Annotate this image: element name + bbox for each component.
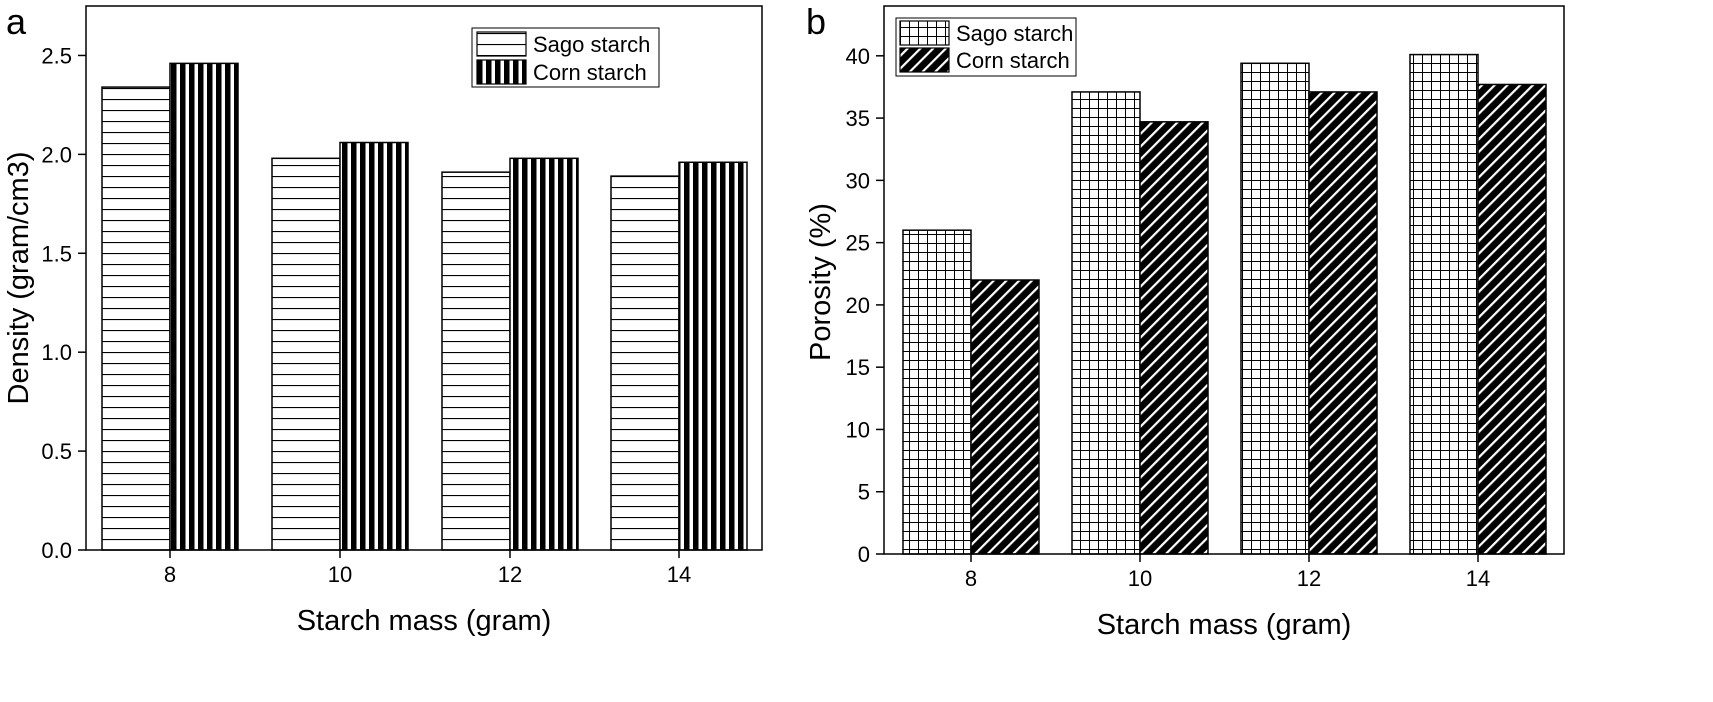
- bar-sago-starch-10: [1071, 91, 1141, 555]
- bar-sago-starch-14: [1409, 53, 1479, 555]
- bar-sago-starch-8: [101, 86, 171, 551]
- legend-swatch-corn-starch: [899, 47, 950, 73]
- bar-sago-starch-14: [610, 175, 680, 551]
- bar-sago-starch-10: [271, 157, 341, 551]
- x-axis-title: Starch mass (gram): [1097, 609, 1352, 641]
- bar-corn-starch-10: [339, 141, 409, 551]
- y-tick-label: 0.5: [41, 439, 72, 464]
- legend-label-corn-starch: Corn starch: [956, 48, 1070, 73]
- legend: Sago starch Corn starch: [895, 17, 1077, 77]
- panel-a-letter: a: [6, 1, 27, 42]
- bar-corn-starch-12: [1308, 91, 1378, 555]
- panel-a: a 0.0 0.5 1.0 1.5 2.0 2.5 8 10 12 14 Density (gr…: [3, 1, 763, 637]
- legend-swatch-sago-starch: [476, 31, 527, 57]
- x-tick-label: 10: [1128, 566, 1152, 591]
- y-tick-label: 30: [846, 168, 870, 193]
- y-tick-label: 0.0: [41, 538, 72, 563]
- y-tick-label: 25: [846, 231, 870, 256]
- bar-corn-starch-14: [678, 161, 748, 551]
- legend-label-sago-starch: Sago starch: [956, 21, 1073, 46]
- bar-sago-starch-8: [902, 229, 972, 555]
- bar-sago-starch-12: [1240, 62, 1310, 555]
- bar-group: [902, 53, 1547, 555]
- y-axis-title: Density (gram/cm3): [3, 152, 35, 405]
- legend-swatch-corn-starch: [476, 59, 527, 85]
- y-tick-label: 2.0: [41, 142, 72, 167]
- legend-swatch-sago-starch: [899, 20, 950, 46]
- x-tick-label: 12: [498, 562, 522, 587]
- bar-group: [101, 62, 748, 551]
- x-axis-title: Starch mass (gram): [297, 605, 552, 637]
- y-axis-title: Porosity (%): [805, 203, 837, 361]
- x-tick-label: 12: [1297, 566, 1321, 591]
- x-tick-label: 14: [1466, 566, 1490, 591]
- legend-label-sago-starch: Sago starch: [533, 32, 650, 57]
- y-tick-label: 15: [846, 355, 870, 380]
- bar-sago-starch-12: [441, 171, 511, 551]
- y-tick-label: 40: [846, 44, 870, 69]
- panel-b-letter: b: [806, 1, 826, 42]
- y-tick-label: 1.0: [41, 340, 72, 365]
- x-axis-ticks: 8 10 12 14: [965, 554, 1490, 591]
- x-tick-label: 14: [667, 562, 691, 587]
- y-tick-label: 1.5: [41, 241, 72, 266]
- y-tick-label: 35: [846, 106, 870, 131]
- y-tick-label: 2.5: [41, 43, 72, 68]
- x-tick-label: 10: [328, 562, 352, 587]
- y-axis-ticks: 0 5 10 15 20 25 30 35 40: [846, 44, 884, 567]
- plot-frame: [883, 5, 1565, 555]
- legend: Sago starch Corn starch: [471, 27, 660, 88]
- y-tick-label: 20: [846, 293, 870, 318]
- bar-corn-starch-8: [970, 279, 1040, 555]
- y-tick-label: 10: [846, 417, 870, 442]
- y-tick-label: 5: [858, 480, 870, 505]
- y-axis-ticks: 0.0 0.5 1.0 1.5 2.0 2.5: [41, 43, 86, 563]
- plot-frame: [85, 5, 763, 551]
- bar-corn-starch-12: [509, 157, 579, 551]
- bar-corn-starch-14: [1477, 83, 1547, 555]
- x-axis-ticks: 8 10 12 14: [164, 550, 691, 587]
- x-tick-label: 8: [965, 566, 977, 591]
- x-tick-label: 8: [164, 562, 176, 587]
- legend-label-corn-starch: Corn starch: [533, 60, 647, 85]
- bar-corn-starch-8: [169, 62, 239, 551]
- bar-corn-starch-10: [1139, 121, 1209, 555]
- y-tick-label: 0: [858, 542, 870, 567]
